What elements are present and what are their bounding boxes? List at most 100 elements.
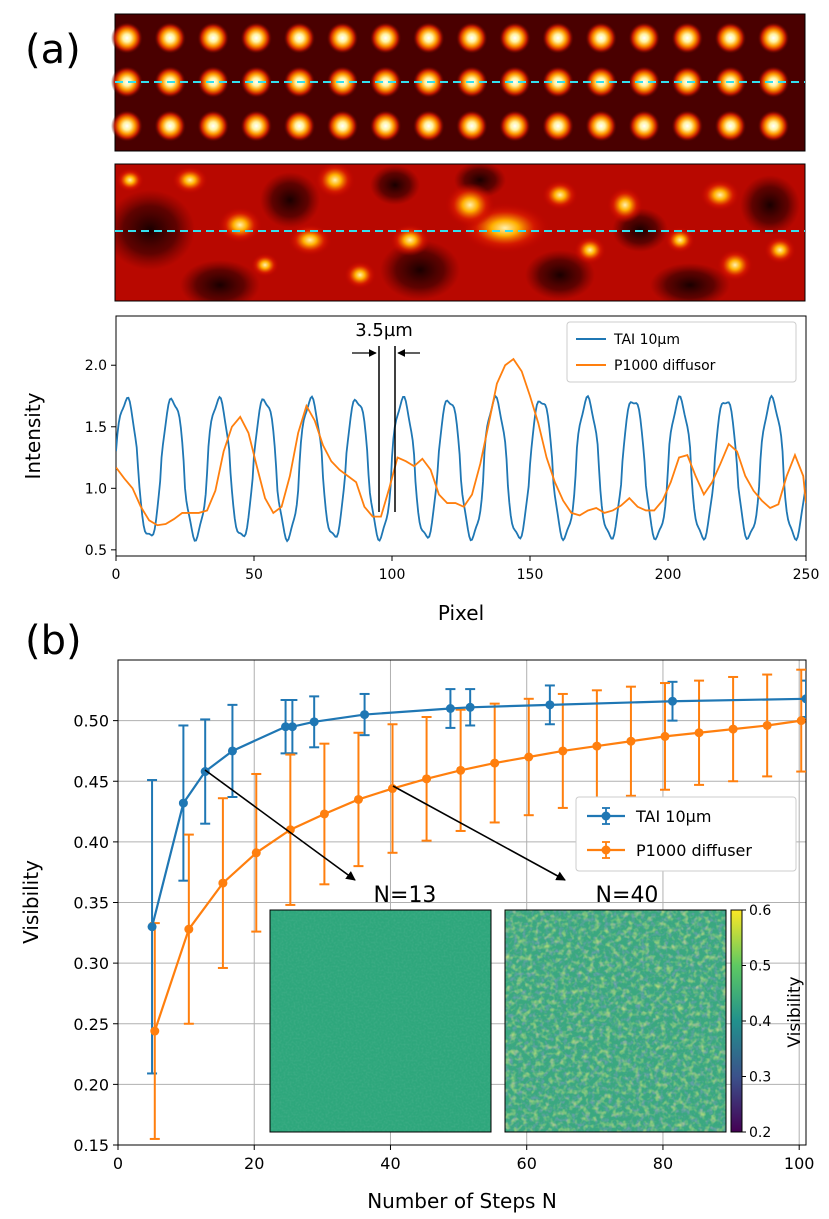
x-tick-label-a: 100 — [379, 567, 406, 583]
grating-spot — [628, 22, 661, 54]
data-point-tai — [200, 767, 210, 777]
data-point-p1000 — [184, 924, 194, 934]
visibility-plot: 0 20 40 60 80 100 0.15 0.20 0.25 0.30 0.35 0.40 0.4… — [19, 659, 814, 1213]
series-line-p1000-b — [153, 719, 802, 1032]
grating-spot — [240, 110, 273, 142]
y-axis-label-a: Intensity — [21, 392, 45, 479]
speckle-image — [114, 163, 806, 302]
x-tick-label-a: 200 — [655, 567, 682, 583]
x-tick-label-b: 0 — [113, 1154, 123, 1173]
grating-image — [111, 13, 806, 152]
grating-spot — [714, 110, 747, 142]
y-tick-label-a: 0.5 — [85, 543, 107, 559]
y-tick-label-a: 2.0 — [85, 358, 107, 374]
data-point-p1000 — [388, 784, 398, 794]
x-axis-label-a: Pixel — [438, 601, 484, 625]
visibility-map-n13 — [269, 909, 492, 1133]
grating-spot — [154, 110, 187, 142]
y-tick-label-b: 0.30 — [73, 954, 109, 973]
legend-b: TAI 10µm P1000 diffuser — [575, 796, 797, 872]
grating-spot — [111, 66, 143, 98]
data-point-p1000 — [626, 736, 636, 746]
grating-spot — [369, 22, 402, 54]
grating-spot — [714, 22, 747, 54]
y-tick-label-b: 0.45 — [73, 772, 109, 791]
x-tick-label-b: 20 — [244, 1154, 264, 1173]
grating-spot — [628, 110, 661, 142]
data-point-p1000 — [150, 1026, 160, 1036]
data-point-tai — [287, 722, 297, 732]
grating-spot — [111, 22, 143, 54]
data-point-tai — [360, 710, 370, 720]
colorbar-tick-label: 0.4 — [749, 1014, 771, 1030]
x-tick-label-a: 50 — [245, 567, 263, 583]
grating-spot — [498, 22, 531, 54]
y-tick-label-b: 0.25 — [73, 1015, 109, 1034]
data-point-p1000 — [524, 752, 534, 762]
data-point-tai — [227, 746, 237, 756]
data-point-p1000 — [592, 741, 602, 751]
data-point-tai — [147, 922, 157, 932]
data-point-p1000 — [456, 765, 466, 775]
grating-spot — [326, 22, 359, 54]
panel-b-label: (b) — [25, 618, 82, 664]
pointer-arrow-n40 — [392, 785, 566, 881]
grating-spot — [197, 110, 230, 142]
legend-label-tai-b: TAI 10µm — [635, 807, 711, 826]
data-point-tai — [178, 798, 188, 808]
grating-spot — [412, 110, 445, 142]
grating-spot — [240, 66, 273, 98]
grating-spot — [197, 22, 230, 54]
series-line-p1000 — [116, 357, 806, 527]
y-tick-label-b: 0.50 — [73, 712, 109, 731]
data-point-tai — [281, 722, 291, 732]
grating-spot — [455, 110, 488, 142]
y-tick-label-b: 0.35 — [73, 894, 109, 913]
legend-swatch-tai-b — [601, 811, 611, 821]
colorbar-tick-label: 0.6 — [749, 903, 771, 919]
colorbar-tick-label: 0.5 — [749, 959, 771, 975]
data-point-p1000 — [694, 728, 704, 738]
grating-spot — [369, 110, 402, 142]
spacing-annotation: 3.5µm — [355, 320, 413, 341]
y-tick-label-b: 0.15 — [73, 1136, 109, 1155]
grating-spot — [757, 66, 790, 98]
pointer-arrow-n13 — [204, 769, 356, 881]
data-point-p1000 — [762, 720, 772, 730]
inset-label-n13: N=13 — [374, 883, 437, 908]
grating-spot — [542, 110, 574, 142]
data-point-tai — [667, 696, 677, 706]
grating-spot — [154, 22, 187, 54]
y-tick-label-a: 1.5 — [85, 420, 107, 436]
grating-spot — [585, 22, 618, 54]
data-point-tai — [309, 717, 319, 727]
data-point-p1000 — [728, 724, 738, 734]
data-point-p1000 — [285, 825, 295, 835]
colorbar-tick-label: 0.3 — [749, 1070, 771, 1086]
grating-spot — [542, 22, 574, 54]
inset-label-n40: N=40 — [596, 883, 659, 908]
x-tick-label-b: 60 — [517, 1154, 537, 1173]
data-point-p1000 — [660, 731, 670, 741]
y-axis-label-b: Visibility — [19, 860, 43, 944]
grating-spot — [671, 22, 704, 54]
data-point-p1000 — [558, 746, 568, 756]
legend-label-tai: TAI 10µm — [613, 332, 680, 348]
grating-spot — [326, 110, 359, 142]
grating-spot — [757, 22, 790, 54]
grating-spot — [757, 110, 790, 142]
grating-spot — [111, 110, 143, 142]
grating-spot — [412, 22, 445, 54]
grating-spot — [498, 110, 531, 142]
data-point-p1000 — [490, 758, 500, 768]
legend-swatch-p1000-b — [601, 845, 611, 855]
data-point-p1000 — [422, 774, 432, 784]
x-tick-label-a: 250 — [793, 567, 820, 583]
colorbar-tick-label: 0.2 — [749, 1125, 771, 1141]
x-tick-label-a: 0 — [112, 567, 121, 583]
data-point-p1000 — [218, 878, 228, 888]
x-axis-label-b: Number of Steps N — [367, 1189, 557, 1213]
data-point-p1000 — [796, 716, 806, 726]
y-tick-label-a: 1.0 — [85, 481, 107, 497]
